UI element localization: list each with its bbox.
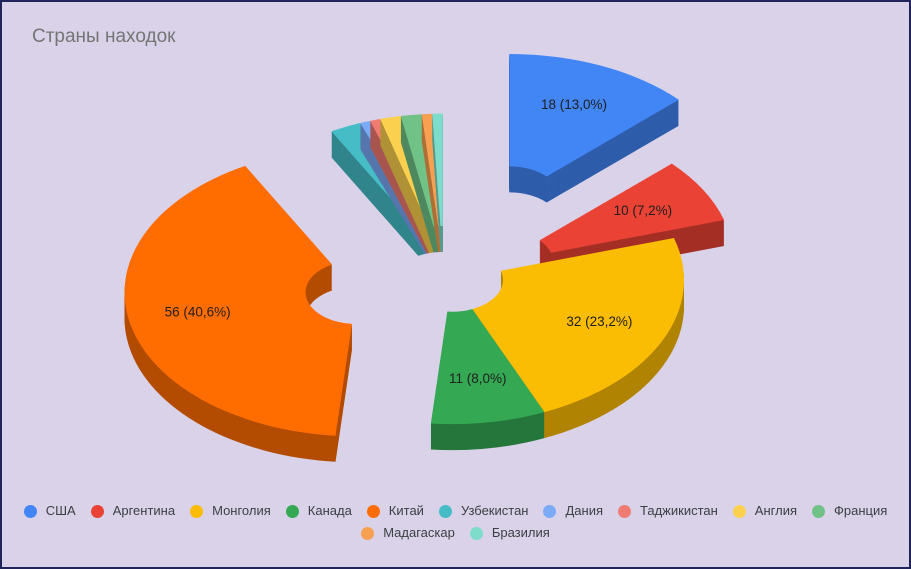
legend-item: Англия — [732, 503, 797, 519]
pie-slice[interactable] — [124, 165, 352, 462]
pie-slice[interactable] — [400, 114, 439, 253]
legend-color-dot-icon — [190, 504, 204, 518]
slice-value-label: 11 (8,0%) — [449, 371, 507, 386]
pie-chart-canvas: 18 (13,0%) 10 (7,2%) 32 (23,2%) 11 (8,0%) 56… — [124, 54, 725, 462]
pie-slice[interactable] — [432, 113, 443, 252]
pie-slice-top[interactable] — [472, 237, 684, 413]
legend-label: Таджикистан — [640, 503, 718, 518]
legend-color-dot-icon — [812, 504, 825, 518]
legend-color-dot-icon — [361, 526, 375, 540]
pie-slice-top[interactable] — [430, 309, 545, 425]
legend-label: Китай — [388, 503, 424, 518]
legend-label: Франция — [834, 503, 888, 518]
legend-color-dot-icon — [90, 504, 104, 518]
legend-color-dot-icon — [543, 504, 557, 518]
legend-label: Дания — [565, 503, 603, 518]
legend-item: Китай — [366, 503, 424, 519]
pie-slice-top[interactable] — [539, 163, 725, 253]
pie-slice[interactable] — [472, 237, 684, 439]
legend-color-dot-icon — [438, 504, 452, 518]
pie-slice-top[interactable] — [421, 113, 441, 227]
pie-slice-top[interactable] — [124, 165, 352, 436]
pie-slice[interactable] — [421, 113, 441, 253]
legend-label: Монголия — [212, 503, 271, 518]
legend-label: Аргентина — [112, 503, 176, 518]
legend-color-dot-icon — [285, 504, 299, 518]
legend-item: Дания — [543, 503, 603, 519]
legend-label: Англия — [754, 503, 797, 518]
pie-slice[interactable] — [539, 163, 725, 279]
pie-slice[interactable] — [430, 309, 545, 451]
pie-slice-top[interactable] — [400, 114, 439, 227]
pie-slice-top[interactable] — [432, 113, 443, 226]
legend-item: Бразилия — [469, 525, 550, 541]
pie-slice-top[interactable] — [509, 54, 679, 177]
legend-label: Бразилия — [491, 525, 550, 540]
pie-slice[interactable] — [509, 54, 679, 203]
legend-item: Канада — [285, 503, 352, 519]
slice-value-label: 56 (40,6%) — [165, 304, 231, 319]
slice-value-label: 18 (13,0%) — [541, 97, 607, 112]
legend-label: Мадагаскар — [383, 525, 455, 540]
legend-item: Аргентина — [90, 503, 176, 519]
chart-title: Страны находок — [32, 26, 176, 47]
legend-label: США — [45, 503, 76, 518]
legend-item: Мадагаскар — [361, 525, 455, 541]
legend-color-dot-icon — [732, 504, 746, 518]
legend-color-dot-icon — [618, 504, 631, 518]
legend-label: Узбекистан — [460, 503, 529, 518]
legend-color-dot-icon — [366, 504, 380, 518]
slice-value-label: 32 (23,2%) — [566, 314, 632, 329]
legend-item: Таджикистан — [618, 503, 718, 519]
legend-label: Канада — [307, 503, 352, 518]
legend-color-dot-icon — [469, 526, 483, 540]
legend-color-dot-icon — [23, 504, 37, 518]
legend-item: Монголия — [190, 503, 271, 519]
chart-legend: США Аргентина Монголия Канада Китай Узбекиста… — [16, 503, 896, 541]
legend-item: Франция — [812, 503, 887, 519]
legend-item: США — [23, 503, 76, 519]
legend-item: Узбекистан — [438, 503, 529, 519]
slice-value-label: 10 (7,2%) — [614, 203, 673, 218]
